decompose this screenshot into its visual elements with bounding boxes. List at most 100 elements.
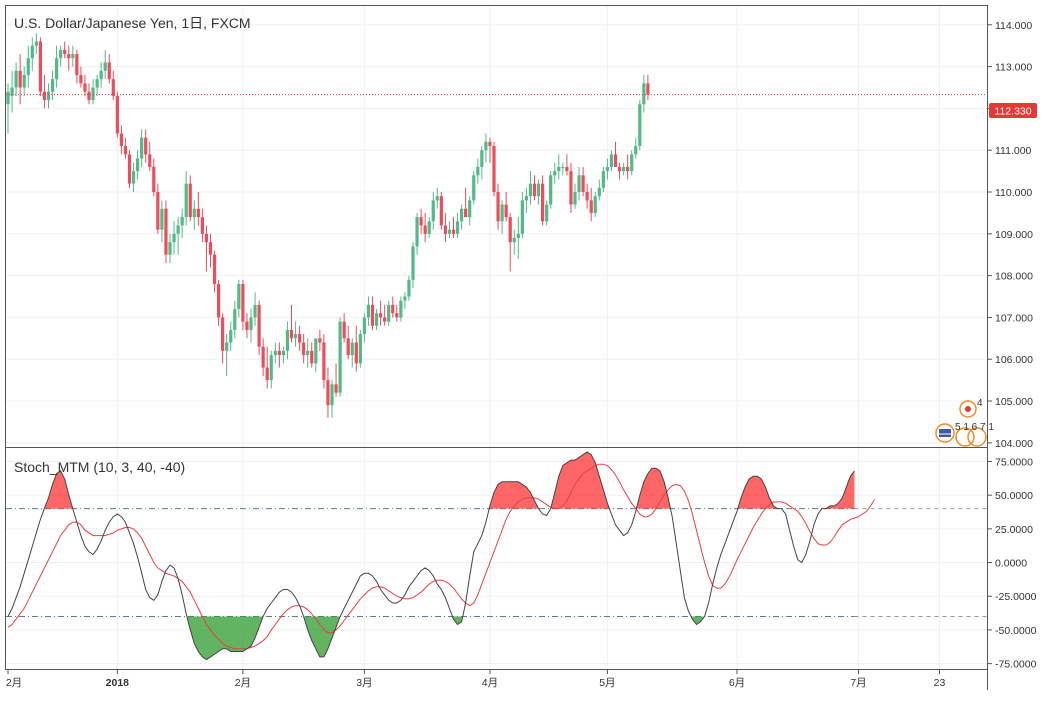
candle-body — [549, 175, 553, 205]
candle-body — [229, 329, 233, 343]
candle-body — [71, 54, 75, 59]
price-tick-label: 105.000 — [995, 396, 1033, 408]
candle-body — [261, 346, 265, 368]
candle-body — [443, 225, 447, 234]
event-markers[interactable]: 4 5 1 6 7 1 — [935, 398, 994, 447]
oscillator-tick-label: -50.0000 — [995, 625, 1037, 637]
candle-body — [314, 338, 318, 364]
oscillator-axis[interactable]: 75.0000 50.0000 25.0000 0.0000 -25.0000 -50.0… — [987, 456, 1037, 671]
marker-ring-icon — [955, 427, 975, 447]
candle-body — [354, 342, 358, 364]
candle-body — [362, 317, 366, 335]
candle-body — [541, 183, 545, 222]
candle-body — [642, 83, 646, 105]
candle-body — [249, 317, 253, 330]
candle-body — [225, 342, 229, 351]
candle-body — [50, 79, 55, 92]
candle-body — [476, 166, 480, 176]
time-axis[interactable]: 2月 2018 2月 3月 4月 5月 6月 7月 23 — [6, 669, 946, 689]
candle-body — [593, 196, 597, 213]
oscillator-tick-label: 0.0000 — [995, 558, 1027, 570]
candle-body — [79, 74, 83, 84]
oscillator-title: Stoch_MTM (10, 3, 40, -40) — [14, 459, 185, 475]
candle-body — [281, 350, 285, 356]
candle-body — [55, 58, 59, 80]
time-tick-label: 6月 — [729, 677, 745, 689]
price-tick-label: 108.000 — [995, 271, 1033, 283]
candle-body — [391, 304, 395, 314]
candle-body — [634, 146, 638, 155]
price-tick-label: 113.000 — [995, 62, 1032, 74]
candle-body — [253, 304, 257, 318]
candle-body — [131, 171, 136, 184]
candle-body — [204, 233, 209, 243]
candle-body — [200, 217, 204, 234]
candle-body — [302, 342, 306, 356]
candle-body — [168, 242, 172, 255]
candle-body — [87, 91, 91, 101]
candle-body — [119, 133, 123, 147]
candle-body — [455, 221, 460, 234]
candle-body — [285, 329, 290, 351]
candle-body — [334, 384, 338, 393]
candle-body — [472, 175, 476, 201]
candle-body — [488, 141, 492, 147]
last-price-badge-bg — [989, 103, 1037, 118]
candle-body — [257, 304, 261, 347]
candle-body — [532, 183, 537, 197]
candle-body — [581, 175, 585, 193]
candle-body — [127, 154, 132, 184]
candle-body — [192, 208, 196, 218]
candle-body — [46, 91, 51, 101]
candle-body — [553, 171, 557, 176]
candle-body — [407, 279, 411, 297]
candle-body — [395, 313, 399, 318]
event-dot-icon — [965, 406, 971, 412]
last-price-label: 112.330 — [994, 106, 1031, 118]
oversold-fill — [691, 616, 705, 625]
marker-ring-icon — [967, 427, 987, 447]
candle-body — [34, 41, 38, 46]
candle-body — [14, 70, 18, 88]
candle-body — [38, 41, 42, 92]
candle-body — [310, 350, 314, 364]
candle-body — [346, 338, 350, 356]
candle-body — [196, 208, 200, 218]
candle-body — [387, 304, 391, 322]
price-tick-label: 109.000 — [995, 229, 1033, 241]
candle-body — [415, 217, 419, 247]
candle-body — [383, 317, 387, 322]
candle-body — [136, 158, 140, 172]
candle-body — [6, 91, 10, 105]
price-tick-label: 106.000 — [995, 354, 1033, 366]
candle-body — [99, 70, 103, 80]
oscillator-tick-label: 25.0000 — [995, 524, 1033, 536]
candle-body — [480, 150, 484, 167]
last-price-badge: 112.330 — [989, 103, 1037, 118]
candle-body — [520, 200, 524, 234]
candle-body — [516, 233, 520, 238]
candle-body — [512, 237, 516, 243]
candle-body — [188, 183, 192, 218]
candle-body — [172, 233, 176, 243]
candle-body — [622, 166, 626, 172]
candle-body — [439, 196, 443, 226]
candle-body — [565, 166, 569, 172]
candle-body — [557, 166, 561, 172]
candle-body — [10, 87, 14, 96]
candle-body — [431, 200, 435, 222]
time-tick-label: 2月 — [6, 677, 22, 689]
oscillator-tick-label: -25.0000 — [995, 591, 1037, 603]
candle-body — [423, 225, 427, 234]
candle-body — [589, 200, 593, 213]
candle-body — [241, 283, 245, 322]
overbought-fill — [489, 481, 539, 509]
candle-body — [326, 380, 330, 406]
candle-body — [338, 321, 342, 393]
candle-body — [524, 196, 528, 201]
candle-body — [115, 95, 119, 134]
candle-body — [298, 334, 302, 343]
candle-body — [597, 187, 601, 197]
candle-body — [91, 87, 95, 101]
